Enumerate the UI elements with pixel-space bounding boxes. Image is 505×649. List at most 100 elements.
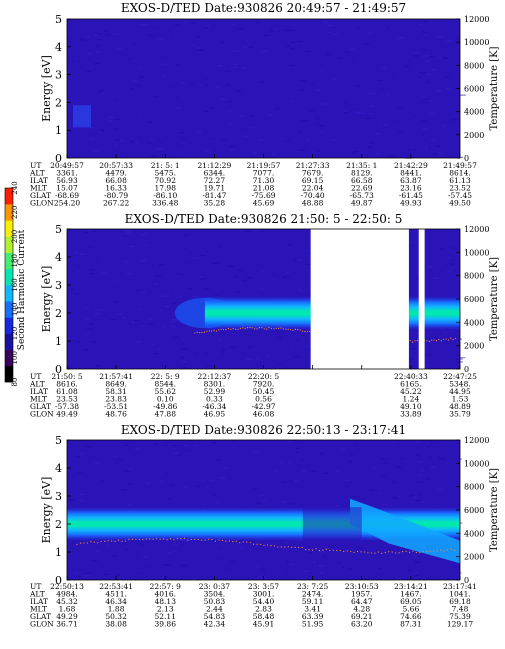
texture-speck <box>176 97 179 99</box>
temperature-point <box>135 538 137 540</box>
texture-speck <box>101 92 105 95</box>
temperature-point <box>284 546 286 548</box>
texture-speck <box>413 55 419 57</box>
colorbar-cell <box>5 252 13 270</box>
texture-speck <box>238 547 244 549</box>
texture-speck <box>377 492 381 494</box>
temperature-point <box>107 540 109 542</box>
texture-speck <box>279 101 282 103</box>
table-cell: 59.11 <box>302 597 323 606</box>
table-cell: 4.28 <box>353 605 370 614</box>
texture-speck <box>233 446 236 448</box>
texture-speck <box>266 355 269 358</box>
panel-title: EXOS-D/TED Date:930826 21:50: 5 - 22:50:… <box>125 212 403 226</box>
texture-speck <box>84 231 89 234</box>
table-cell: 49.50 <box>449 199 471 208</box>
texture-speck <box>419 456 422 458</box>
table-cell: 66.08 <box>105 176 127 185</box>
texture-speck <box>95 550 100 552</box>
texture-speck <box>191 578 196 580</box>
texture-speck <box>249 540 256 542</box>
y-axis-label: Temperature [K] <box>489 257 500 341</box>
temperature-point <box>440 549 442 551</box>
texture-speck <box>161 564 168 566</box>
texture-speck <box>209 137 213 139</box>
temperature-point <box>285 328 287 330</box>
texture-speck <box>69 337 76 339</box>
texture-speck <box>295 447 300 449</box>
table-cell: 21:49:57 <box>443 161 477 170</box>
texture-speck <box>162 325 166 327</box>
temperature-point <box>251 327 253 329</box>
texture-speck <box>419 501 425 503</box>
texture-speck <box>369 113 375 115</box>
texture-speck <box>128 58 132 60</box>
texture-speck <box>87 246 95 248</box>
table-cell: 3001. <box>253 590 274 599</box>
texture-speck <box>84 349 88 351</box>
texture-speck <box>442 125 447 127</box>
temperature-point <box>336 549 338 552</box>
table-cell: 58.31 <box>105 387 126 396</box>
texture-speck <box>407 569 412 571</box>
texture-speck <box>430 69 437 71</box>
y-tick-label: 0 <box>55 152 62 165</box>
texture-speck <box>269 30 274 32</box>
texture-speck <box>105 544 110 547</box>
texture-speck <box>413 51 420 54</box>
texture-speck <box>333 33 339 35</box>
table-row-label: ALT <box>29 380 45 389</box>
texture-speck <box>164 305 170 308</box>
texture-speck <box>155 26 159 29</box>
temperature-point <box>138 538 140 540</box>
colorbar-tick-label: 240 <box>11 181 19 194</box>
texture-speck <box>450 119 458 121</box>
texture-speck <box>101 258 106 260</box>
texture-speck <box>299 131 302 133</box>
texture-speck <box>450 263 455 265</box>
texture-speck <box>115 48 123 50</box>
background-texture <box>68 19 466 159</box>
texture-speck <box>278 363 282 365</box>
temperature-point <box>249 541 251 543</box>
texture-speck <box>325 547 332 549</box>
texture-speck <box>146 323 153 325</box>
texture-speck <box>288 461 291 463</box>
texture-speck <box>274 108 280 110</box>
temperature-point <box>311 549 314 551</box>
table-cell: 23:17:41 <box>443 582 477 591</box>
temperature-point <box>426 340 428 342</box>
texture-speck <box>69 116 75 118</box>
texture-speck <box>158 264 166 266</box>
texture-speck <box>171 550 177 552</box>
texture-speck <box>424 146 428 148</box>
table-cell: 23.52 <box>449 184 471 193</box>
texture-speck <box>103 30 107 32</box>
texture-speck <box>192 295 200 298</box>
texture-speck <box>220 552 223 554</box>
y-tick-label: 6000 <box>464 506 484 515</box>
texture-speck <box>318 565 326 567</box>
y-tick-label: 8000 <box>464 61 484 70</box>
texture-speck <box>312 471 317 473</box>
texture-speck <box>163 444 168 446</box>
temperature-point <box>213 329 215 332</box>
temperature-point <box>294 546 296 548</box>
temperature-point <box>377 551 379 553</box>
table-row-label: GLON <box>30 620 54 629</box>
texture-speck <box>247 346 254 348</box>
texture-speck <box>409 495 415 497</box>
texture-speck <box>372 467 378 470</box>
temperature-point <box>76 543 78 546</box>
texture-speck <box>135 141 139 143</box>
texture-speck <box>456 37 459 39</box>
temperature-point <box>128 538 130 540</box>
temperature-point <box>277 546 279 548</box>
texture-speck <box>74 252 79 254</box>
texture-speck <box>112 33 118 35</box>
texture-speck <box>77 271 81 273</box>
table-row-label: ILAT <box>30 387 48 396</box>
texture-speck <box>415 441 422 443</box>
y-tick-label: 10000 <box>464 459 489 468</box>
temperature-point <box>301 546 303 549</box>
